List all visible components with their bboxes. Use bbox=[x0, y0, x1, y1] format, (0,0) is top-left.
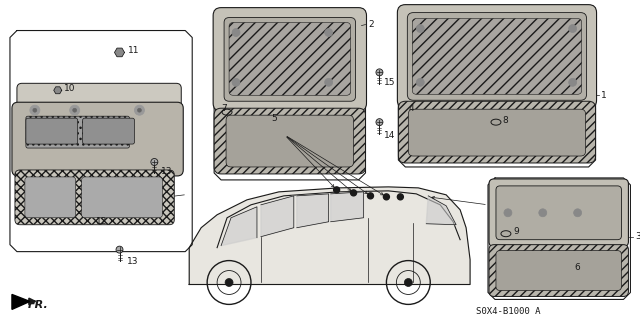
FancyBboxPatch shape bbox=[229, 23, 351, 95]
Text: 12: 12 bbox=[95, 217, 107, 226]
Circle shape bbox=[324, 78, 333, 86]
Circle shape bbox=[138, 108, 141, 112]
Circle shape bbox=[383, 194, 389, 200]
FancyBboxPatch shape bbox=[496, 251, 621, 291]
Polygon shape bbox=[426, 196, 456, 225]
FancyBboxPatch shape bbox=[213, 8, 367, 111]
FancyBboxPatch shape bbox=[15, 170, 174, 225]
Circle shape bbox=[33, 108, 37, 112]
Text: 9: 9 bbox=[513, 227, 518, 236]
Circle shape bbox=[73, 108, 77, 112]
Circle shape bbox=[232, 78, 240, 86]
Circle shape bbox=[225, 278, 233, 286]
FancyBboxPatch shape bbox=[408, 109, 586, 156]
Circle shape bbox=[116, 246, 123, 253]
Polygon shape bbox=[221, 207, 257, 246]
Text: 7: 7 bbox=[221, 104, 227, 113]
Circle shape bbox=[416, 78, 424, 86]
Text: 13: 13 bbox=[161, 167, 173, 176]
Circle shape bbox=[539, 209, 547, 217]
FancyBboxPatch shape bbox=[489, 245, 628, 296]
Circle shape bbox=[134, 105, 145, 115]
Text: 3: 3 bbox=[636, 232, 640, 241]
Circle shape bbox=[151, 158, 158, 165]
Circle shape bbox=[397, 194, 403, 200]
FancyBboxPatch shape bbox=[407, 12, 587, 100]
Text: 4: 4 bbox=[408, 104, 414, 113]
FancyBboxPatch shape bbox=[26, 118, 77, 144]
FancyBboxPatch shape bbox=[496, 186, 621, 240]
Text: 14: 14 bbox=[385, 131, 396, 140]
Text: 11: 11 bbox=[127, 46, 139, 55]
FancyBboxPatch shape bbox=[224, 18, 356, 101]
Text: 13: 13 bbox=[127, 257, 138, 266]
Text: 6: 6 bbox=[575, 263, 580, 272]
Polygon shape bbox=[115, 48, 125, 57]
Text: 10: 10 bbox=[64, 84, 76, 93]
Text: 1: 1 bbox=[600, 91, 606, 100]
Circle shape bbox=[367, 193, 374, 199]
FancyBboxPatch shape bbox=[397, 4, 596, 108]
Circle shape bbox=[569, 25, 577, 33]
Text: S0X4-B1000 A: S0X4-B1000 A bbox=[476, 307, 541, 316]
Circle shape bbox=[376, 69, 383, 76]
Text: FR.: FR. bbox=[28, 300, 49, 310]
Polygon shape bbox=[297, 194, 329, 228]
FancyBboxPatch shape bbox=[82, 177, 163, 218]
Circle shape bbox=[333, 187, 340, 193]
Polygon shape bbox=[189, 187, 470, 284]
FancyBboxPatch shape bbox=[17, 83, 181, 165]
FancyBboxPatch shape bbox=[26, 116, 129, 148]
FancyBboxPatch shape bbox=[12, 102, 183, 176]
FancyBboxPatch shape bbox=[25, 177, 76, 218]
Circle shape bbox=[569, 78, 577, 86]
Text: 8: 8 bbox=[502, 116, 508, 125]
Circle shape bbox=[30, 105, 40, 115]
FancyBboxPatch shape bbox=[83, 118, 134, 144]
Circle shape bbox=[232, 28, 240, 36]
FancyBboxPatch shape bbox=[489, 179, 628, 247]
Circle shape bbox=[573, 209, 582, 217]
Circle shape bbox=[404, 278, 412, 286]
Circle shape bbox=[376, 119, 383, 126]
FancyBboxPatch shape bbox=[226, 115, 353, 167]
Polygon shape bbox=[261, 196, 294, 237]
FancyBboxPatch shape bbox=[412, 19, 582, 94]
Text: 2: 2 bbox=[369, 20, 374, 29]
Polygon shape bbox=[54, 87, 61, 94]
Circle shape bbox=[324, 28, 333, 36]
FancyBboxPatch shape bbox=[398, 101, 596, 163]
Circle shape bbox=[416, 25, 424, 33]
Text: 15: 15 bbox=[385, 78, 396, 87]
FancyBboxPatch shape bbox=[214, 108, 365, 174]
Circle shape bbox=[70, 105, 79, 115]
Text: 5: 5 bbox=[271, 114, 276, 123]
Circle shape bbox=[351, 190, 356, 196]
Polygon shape bbox=[331, 192, 364, 222]
Polygon shape bbox=[12, 294, 30, 309]
Circle shape bbox=[504, 209, 512, 217]
